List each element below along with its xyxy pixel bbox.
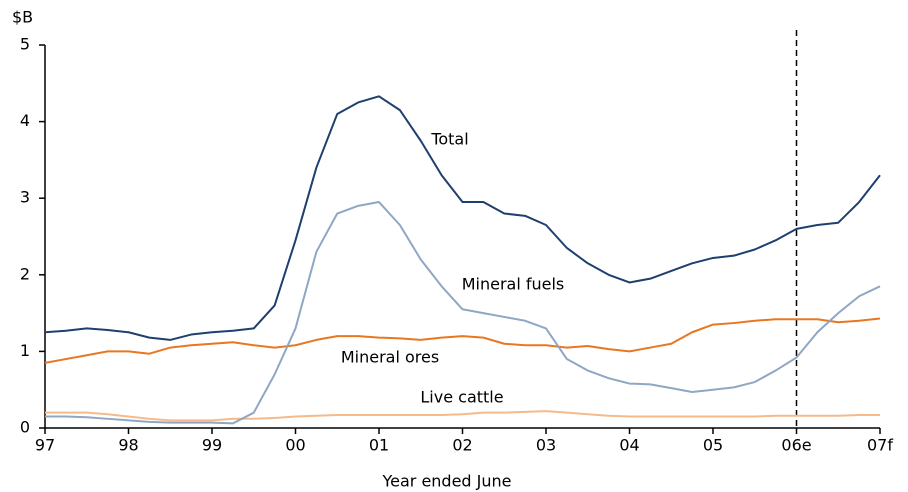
x-tick-label: 02 <box>452 436 472 455</box>
series-label: Total <box>430 130 468 149</box>
series-label: Mineral fuels <box>462 275 565 294</box>
x-axis-title: Year ended June <box>381 472 511 491</box>
x-tick-label: 97 <box>35 436 55 455</box>
series-label: Mineral ores <box>341 348 439 367</box>
x-tick-label: 98 <box>118 436 138 455</box>
y-tick-label: 5 <box>20 35 30 54</box>
y-tick-label: 2 <box>20 264 30 283</box>
series-line <box>44 95 881 341</box>
x-tick-label: 00 <box>285 436 305 455</box>
x-tick-label: 07f <box>867 436 893 455</box>
x-tick-label: 01 <box>369 436 389 455</box>
x-tick-label: 04 <box>619 436 639 455</box>
series-line <box>44 317 881 364</box>
x-tick-label: 03 <box>536 436 556 455</box>
y-tick-label: 4 <box>20 111 30 130</box>
y-tick-label: 3 <box>20 188 30 207</box>
y-unit-label: $B <box>12 8 33 27</box>
y-tick-label: 1 <box>20 341 30 360</box>
series-label: Live cattle <box>420 388 503 407</box>
x-tick-label: 05 <box>703 436 723 455</box>
x-tick-label: 99 <box>202 436 222 455</box>
x-tick-label: 06e <box>781 436 811 455</box>
series-line <box>45 410 880 422</box>
series-line <box>45 201 881 425</box>
y-tick-label: 0 <box>20 418 30 437</box>
